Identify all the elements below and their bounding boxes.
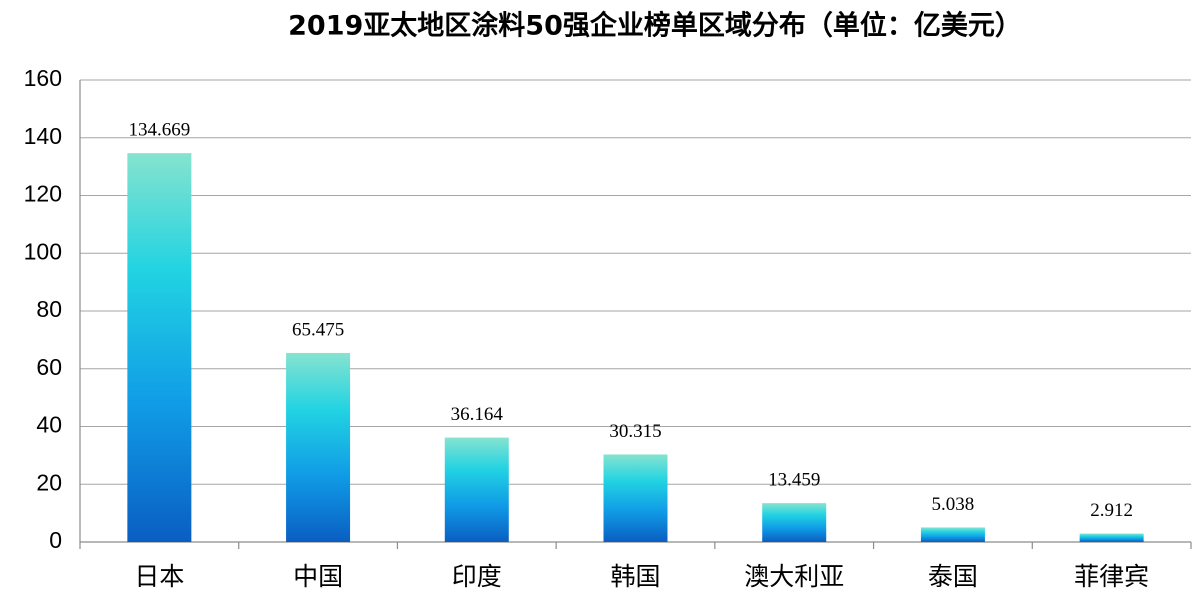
value-label: 30.315 — [609, 421, 661, 442]
bar — [1079, 533, 1144, 542]
y-tick-label: 160 — [24, 65, 62, 91]
y-tick-label: 80 — [36, 296, 62, 322]
y-tick-label: 0 — [49, 527, 62, 553]
y-tick-label: 120 — [24, 181, 62, 207]
bar — [603, 454, 668, 542]
bar — [444, 437, 509, 542]
bar — [762, 503, 827, 542]
value-label: 65.475 — [292, 319, 344, 340]
value-label: 13.459 — [768, 469, 820, 490]
chart-title: 2019亚太地区涂料50强企业榜单区域分布（单位：亿美元） — [288, 10, 1022, 42]
x-tick-label: 中国 — [293, 562, 343, 591]
y-tick-label: 40 — [36, 412, 62, 438]
x-tick-label: 泰国 — [928, 562, 978, 591]
value-label: 2.912 — [1090, 500, 1133, 521]
y-tick-label: 140 — [24, 123, 62, 149]
y-tick-label: 100 — [24, 238, 62, 264]
bar — [127, 153, 192, 543]
bar — [286, 352, 351, 542]
x-tick-label: 韩国 — [610, 562, 660, 591]
value-label: 134.669 — [128, 120, 190, 141]
value-label: 36.164 — [451, 404, 504, 425]
y-tick-label: 60 — [36, 354, 62, 380]
x-tick-label: 日本 — [134, 562, 184, 591]
value-label: 5.038 — [932, 494, 975, 515]
y-tick-label: 20 — [36, 469, 62, 495]
x-tick-label: 澳大利亚 — [744, 562, 844, 591]
x-tick-label: 印度 — [452, 562, 502, 591]
x-tick-label: 菲律宾 — [1074, 562, 1149, 591]
bar — [920, 527, 985, 542]
